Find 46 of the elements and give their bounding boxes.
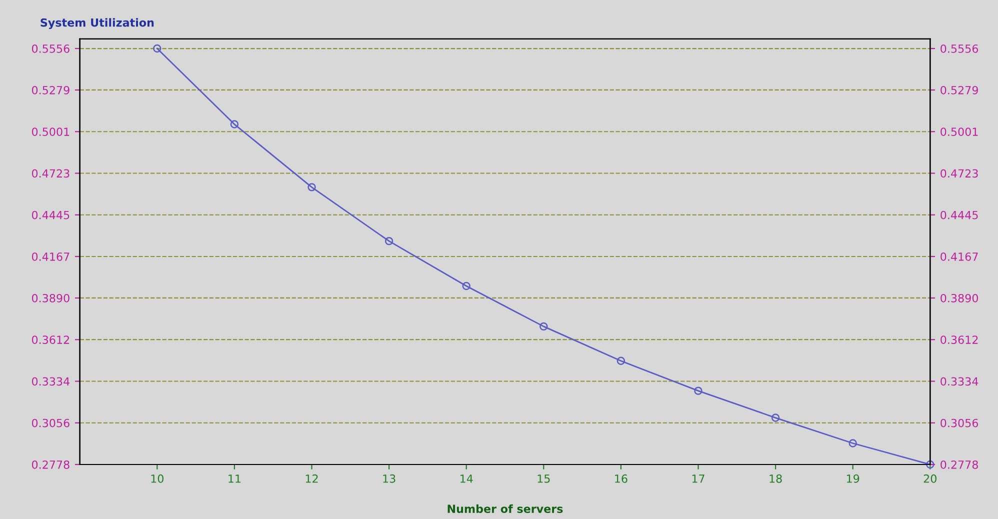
x-tick-label: 16 bbox=[615, 474, 628, 483]
y-tick-label: 0.5556 bbox=[32, 44, 70, 53]
y2-tick-label: 0.5001 bbox=[940, 128, 978, 136]
y-tick-label: 0.3334 bbox=[32, 377, 70, 386]
y2-tick-label: 0.5556 bbox=[940, 44, 978, 53]
y-tick-label: 0.4167 bbox=[32, 252, 70, 261]
y2-tick-label: 0.3612 bbox=[940, 336, 978, 344]
x-tick-label: 17 bbox=[692, 474, 704, 483]
point bbox=[848, 439, 857, 448]
y-tick-label: 0.4445 bbox=[32, 210, 70, 220]
y2-tick-label: 0.3056 bbox=[940, 418, 978, 428]
y2-tick-label: 0.4167 bbox=[940, 252, 978, 261]
x-tick-label: 15 bbox=[538, 474, 550, 483]
x-tick-label: 13 bbox=[383, 474, 396, 483]
y2-tick-label: 0.4723 bbox=[940, 169, 978, 178]
y2-tick-label: 0.3890 bbox=[940, 294, 978, 302]
x-tick-label: 10 bbox=[151, 474, 164, 483]
point bbox=[384, 236, 394, 246]
y-tick-label: 0.5001 bbox=[32, 128, 70, 136]
x-tick-label: 18 bbox=[770, 474, 782, 483]
y-tick-label: 0.3612 bbox=[32, 336, 70, 344]
chart-title: System Utilization bbox=[40, 18, 154, 30]
y-tick-label: 0.3056 bbox=[32, 418, 70, 428]
point bbox=[616, 356, 626, 365]
point bbox=[308, 183, 316, 192]
x-tick-label: 19 bbox=[846, 474, 860, 483]
point bbox=[771, 414, 780, 422]
y-tick-label: 0.2778 bbox=[32, 460, 70, 469]
point bbox=[153, 44, 162, 53]
x-axis-title: Number of servers bbox=[448, 504, 563, 514]
point bbox=[230, 120, 239, 128]
y2-tick-label: 0.3334 bbox=[940, 377, 978, 386]
x-tick-label: 14 bbox=[460, 474, 473, 483]
x-tick-label: 11 bbox=[228, 474, 240, 483]
x-tick-label: 12 bbox=[306, 474, 318, 483]
y2-tick-label: 0.2778 bbox=[940, 460, 978, 469]
y2-tick-label: 0.5279 bbox=[940, 86, 978, 94]
y-tick-label: 0.3890 bbox=[32, 294, 70, 302]
y2-tick-label: 0.4445 bbox=[940, 210, 978, 220]
x-tick-label: 20 bbox=[924, 474, 936, 483]
point bbox=[694, 386, 702, 395]
point bbox=[462, 282, 470, 290]
point bbox=[926, 460, 934, 469]
point bbox=[540, 322, 548, 331]
y-tick-label: 0.4723 bbox=[32, 169, 70, 178]
y-tick-label: 0.5279 bbox=[32, 86, 70, 94]
